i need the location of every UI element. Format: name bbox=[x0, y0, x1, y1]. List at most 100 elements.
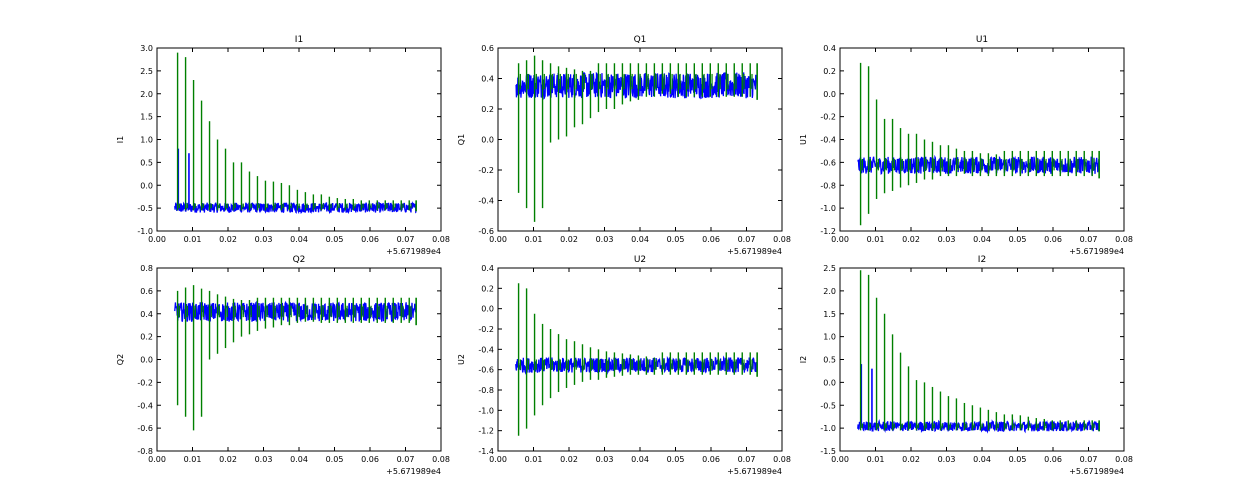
y-tick-label: -0.6 bbox=[137, 424, 153, 433]
panel-title: Q2 bbox=[293, 255, 306, 265]
y-axis-label: U1 bbox=[799, 134, 808, 145]
plot-area bbox=[174, 52, 417, 215]
y-tick-label: -1.0 bbox=[820, 424, 836, 433]
x-tick-label: 0.00 bbox=[831, 455, 849, 464]
x-tick-label: 0.01 bbox=[525, 235, 543, 244]
y-tick-label: 1.0 bbox=[140, 136, 153, 145]
panel-title: Q1 bbox=[634, 35, 647, 45]
y-tick-label: 0.5 bbox=[823, 356, 836, 365]
y-tick-label: -0.4 bbox=[478, 197, 494, 206]
x-tick-label: 0.07 bbox=[397, 455, 415, 464]
x-tick-label: 0.03 bbox=[938, 235, 956, 244]
y-axis-label: U2 bbox=[457, 354, 466, 365]
series-blue-line bbox=[515, 355, 758, 375]
plot-area bbox=[857, 270, 1100, 434]
x-tick-label: 0.08 bbox=[773, 235, 791, 244]
y-tick-label: 3.0 bbox=[140, 44, 153, 53]
y-tick-label: 0.4 bbox=[481, 264, 494, 273]
series-blue-line bbox=[515, 71, 758, 100]
x-tick-label: 0.00 bbox=[489, 235, 507, 244]
y-tick-label: -0.5 bbox=[137, 204, 153, 213]
series-blue-line bbox=[174, 300, 417, 323]
y-tick-label: 0.2 bbox=[481, 105, 494, 114]
y-tick-label: -0.5 bbox=[820, 401, 836, 410]
y-axis-label: Q1 bbox=[457, 134, 466, 145]
x-tick-label: 0.05 bbox=[326, 455, 344, 464]
y-tick-label: 0.4 bbox=[823, 44, 836, 53]
x-tick-label: 0.08 bbox=[773, 455, 791, 464]
x-offset-label: +5.671989e4 bbox=[386, 467, 441, 476]
x-offset-label: +5.671989e4 bbox=[1069, 467, 1124, 476]
x-tick-label: 0.07 bbox=[738, 235, 756, 244]
x-tick-label: 0.00 bbox=[831, 235, 849, 244]
y-tick-label: 1.5 bbox=[823, 310, 836, 319]
panel-i2: 0.00 0.01 0.02 0.03 0.04 0.05 0.06 0.07 0.08 -1.5… bbox=[799, 255, 1133, 476]
x-tick-label: 0.00 bbox=[489, 455, 507, 464]
panel-i1: 0.00 0.01 0.02 0.03 0.04 0.05 0.06 0.07 0.08 -1.0… bbox=[116, 35, 450, 256]
x-tick-label: 0.04 bbox=[973, 235, 991, 244]
x-tick-label: 0.02 bbox=[902, 235, 920, 244]
x-tick-label: 0.03 bbox=[255, 235, 273, 244]
series-blue-line bbox=[857, 154, 1100, 176]
y-tick-label: -0.2 bbox=[478, 166, 494, 175]
x-offset-label: +5.671989e4 bbox=[727, 467, 782, 476]
y-tick-label: -1.0 bbox=[820, 204, 836, 213]
y-tick-label: 0.0 bbox=[823, 378, 836, 387]
x-tick-label: 0.02 bbox=[219, 235, 237, 244]
x-tick-label: 0.05 bbox=[1009, 235, 1027, 244]
series-blue-line bbox=[174, 201, 417, 215]
y-tick-label: 0.6 bbox=[481, 44, 494, 53]
x-tick-label: 0.03 bbox=[938, 455, 956, 464]
plot-area bbox=[174, 285, 417, 431]
panel-q1: 0.00 0.01 0.02 0.03 0.04 0.05 0.06 0.07 0.08 -0.6… bbox=[457, 35, 791, 256]
y-tick-label: -1.5 bbox=[820, 447, 836, 456]
y-tick-label: 0.4 bbox=[481, 75, 494, 84]
y-tick-label: 0.0 bbox=[140, 181, 153, 190]
y-tick-label: 2.5 bbox=[140, 67, 153, 76]
x-tick-label: 0.03 bbox=[596, 455, 614, 464]
y-tick-label: 0.2 bbox=[481, 284, 494, 293]
x-tick-label: 0.05 bbox=[667, 235, 685, 244]
y-tick-label: 0.6 bbox=[140, 287, 153, 296]
x-tick-label: 0.05 bbox=[1009, 455, 1027, 464]
x-tick-label: 0.04 bbox=[631, 235, 649, 244]
y-tick-label: 1.0 bbox=[823, 333, 836, 342]
y-axis-label: I1 bbox=[116, 136, 125, 143]
x-tick-label: 0.06 bbox=[1044, 455, 1062, 464]
plot-area bbox=[515, 55, 758, 222]
y-tick-label: -0.4 bbox=[820, 136, 836, 145]
y-tick-label: 0.0 bbox=[481, 136, 494, 145]
x-tick-label: 0.06 bbox=[702, 235, 720, 244]
x-tick-label: 0.06 bbox=[1044, 235, 1062, 244]
panel-title: U2 bbox=[634, 255, 646, 265]
y-tick-label: -0.6 bbox=[478, 366, 494, 375]
axes-frame bbox=[156, 267, 442, 452]
x-tick-label: 0.04 bbox=[290, 455, 308, 464]
x-tick-label: 0.02 bbox=[560, 455, 578, 464]
x-tick-label: 0.06 bbox=[702, 455, 720, 464]
y-tick-label: 0.2 bbox=[823, 67, 836, 76]
x-tick-label: 0.02 bbox=[219, 455, 237, 464]
x-tick-label: 0.04 bbox=[973, 455, 991, 464]
y-tick-label: -0.8 bbox=[137, 447, 153, 456]
panel-title: I1 bbox=[295, 35, 303, 45]
x-tick-label: 0.01 bbox=[184, 235, 202, 244]
y-tick-label: 1.5 bbox=[140, 113, 153, 122]
series-blue-line bbox=[857, 419, 1100, 434]
x-tick-label: 0.05 bbox=[326, 235, 344, 244]
x-tick-label: 0.07 bbox=[1080, 455, 1098, 464]
x-tick-label: 0.03 bbox=[596, 235, 614, 244]
y-tick-label: 0.5 bbox=[140, 158, 153, 167]
x-tick-label: 0.06 bbox=[361, 455, 379, 464]
y-tick-label: -0.4 bbox=[137, 401, 153, 410]
y-tick-label: 0.8 bbox=[140, 264, 153, 273]
panel-u1: 0.00 0.01 0.02 0.03 0.04 0.05 0.06 0.07 0.08 -1.2… bbox=[799, 35, 1133, 256]
y-tick-label: 0.0 bbox=[481, 305, 494, 314]
y-tick-label: 0.4 bbox=[140, 310, 153, 319]
panel-u2: 0.00 0.01 0.02 0.03 0.04 0.05 0.06 0.07 0.08 -1.4… bbox=[457, 255, 791, 476]
y-axis-label: I2 bbox=[799, 356, 808, 363]
x-tick-label: 0.01 bbox=[867, 455, 885, 464]
x-tick-label: 0.07 bbox=[1080, 235, 1098, 244]
x-tick-label: 0.02 bbox=[902, 455, 920, 464]
y-axis-label: Q2 bbox=[116, 354, 125, 365]
